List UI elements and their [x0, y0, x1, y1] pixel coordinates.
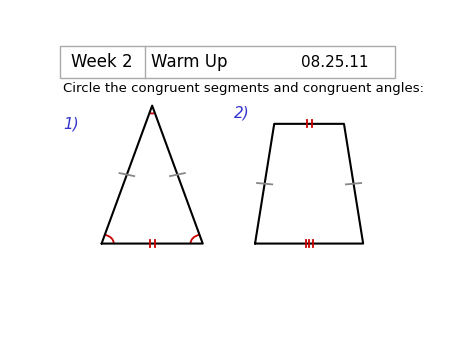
- Text: Circle the congruent segments and congruent angles:: Circle the congruent segments and congru…: [63, 82, 424, 95]
- Text: Warm Up: Warm Up: [150, 53, 227, 71]
- FancyBboxPatch shape: [60, 46, 395, 78]
- Text: Week 2: Week 2: [71, 53, 132, 71]
- Text: 1): 1): [63, 116, 79, 131]
- Text: 08.25.11: 08.25.11: [302, 55, 369, 70]
- Text: 2): 2): [234, 106, 250, 121]
